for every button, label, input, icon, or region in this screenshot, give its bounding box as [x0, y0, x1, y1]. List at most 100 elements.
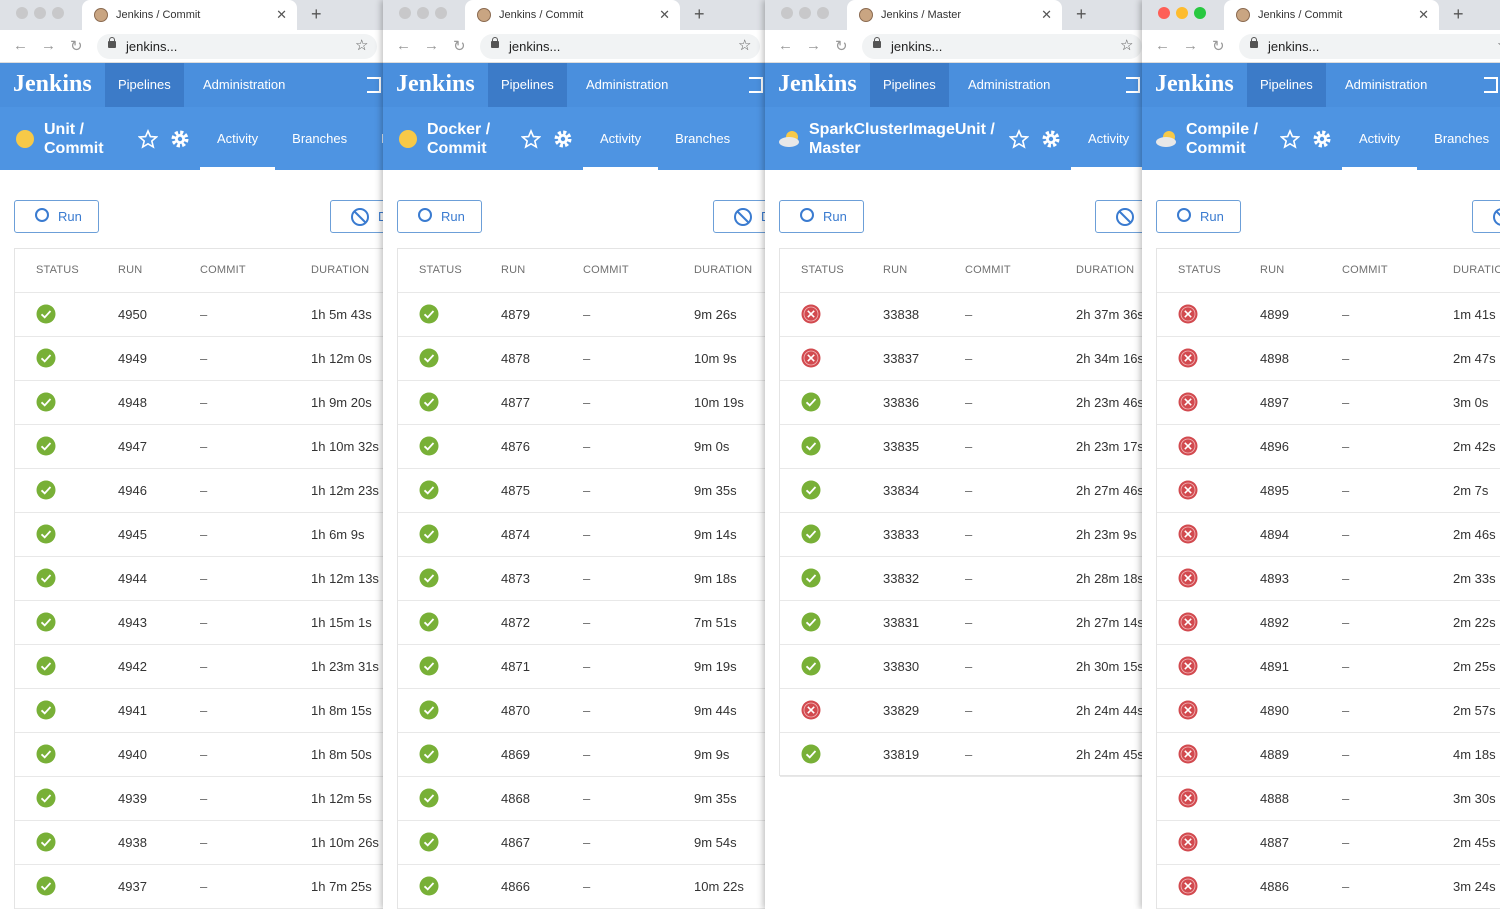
run-row[interactable]: 4941 – 1h 8m 15s — [15, 688, 383, 732]
run-row[interactable]: 4877 – 10m 19s — [398, 380, 765, 424]
run-row[interactable]: 4894 – 2m 46s — [1157, 512, 1500, 556]
nav-link[interactable]: Administration — [203, 77, 286, 92]
run-row[interactable]: 4879 – 9m 26s — [398, 292, 765, 336]
window-control[interactable] — [417, 7, 429, 19]
run-row[interactable]: 4875 – 9m 35s — [398, 468, 765, 512]
run-row[interactable]: 33837 – 2h 34m 16s — [780, 336, 1142, 380]
pipeline-name[interactable]: Compile / Commit — [1186, 120, 1259, 157]
run-row[interactable]: 4896 – 2m 42s — [1157, 424, 1500, 468]
run-button[interactable]: Run — [1156, 200, 1241, 233]
favorite-star[interactable] — [1280, 128, 1300, 149]
run-row[interactable]: 4937 – 1h 7m 25s — [15, 864, 383, 908]
run-row[interactable]: 4892 – 2m 22s — [1157, 600, 1500, 644]
favorite-star[interactable] — [1009, 128, 1029, 149]
browser-tab[interactable]: Jenkins / Commit ✕ — [82, 0, 297, 30]
run-row[interactable]: 4876 – 9m 0s — [398, 424, 765, 468]
run-row[interactable]: 4888 – 3m 30s — [1157, 776, 1500, 820]
back-button[interactable]: ← — [396, 37, 411, 54]
brand[interactable]: Jenkins — [1155, 71, 1234, 97]
run-row[interactable]: 4893 – 2m 33s — [1157, 556, 1500, 600]
settings-gear[interactable] — [170, 129, 190, 149]
run-row[interactable]: 4949 – 1h 12m 0s — [15, 336, 383, 380]
nav-link[interactable]: Administration — [1345, 77, 1428, 92]
run-row[interactable]: 4947 – 1h 10m 32s — [15, 424, 383, 468]
nav-link[interactable]: Pipelines — [870, 63, 949, 107]
window-control[interactable] — [1194, 7, 1206, 19]
disable-button[interactable] — [1095, 200, 1142, 233]
run-row[interactable]: 33829 – 2h 24m 44s — [780, 688, 1142, 732]
window-control[interactable] — [435, 7, 447, 19]
run-row[interactable]: 33834 – 2h 27m 46s — [780, 468, 1142, 512]
pipeline-tab[interactable]: Activity — [200, 107, 276, 170]
pipeline-tab[interactable]: Branches — [675, 131, 731, 146]
run-row[interactable]: 33836 – 2h 23m 46s — [780, 380, 1142, 424]
nav-link[interactable]: Administration — [968, 77, 1051, 92]
run-row[interactable]: 4890 – 2m 57s — [1157, 688, 1500, 732]
run-row[interactable]: 4943 – 1h 15m 1s — [15, 600, 383, 644]
back-button[interactable]: ← — [1155, 37, 1170, 54]
window-control[interactable] — [399, 7, 411, 19]
forward-button[interactable]: → — [806, 37, 821, 54]
run-row[interactable]: 33833 – 2h 23m 9s — [780, 512, 1142, 556]
settings-gear[interactable] — [1041, 129, 1061, 149]
window-control[interactable] — [34, 7, 46, 19]
close-tab[interactable]: ✕ — [659, 7, 670, 22]
logout-icon[interactable] — [367, 77, 381, 93]
run-row[interactable]: 4866 – 10m 22s — [398, 864, 765, 908]
close-tab[interactable]: ✕ — [1418, 7, 1429, 22]
run-row[interactable]: 4889 – 4m 18s — [1157, 732, 1500, 776]
bookmark-star[interactable]: ☆ — [738, 37, 752, 54]
disable-button[interactable]: Disable — [330, 200, 383, 233]
url-field[interactable]: jenkins... ☆ — [480, 34, 760, 59]
nav-link[interactable]: Pipelines — [105, 63, 184, 107]
pipeline-tab[interactable]: Branches — [1434, 131, 1490, 146]
run-button[interactable]: Run — [14, 200, 99, 233]
run-row[interactable]: 4950 – 1h 5m 43s — [15, 292, 383, 336]
new-tab[interactable]: + — [1076, 4, 1087, 24]
run-row[interactable]: 33838 – 2h 37m 36s — [780, 292, 1142, 336]
pipeline-tab[interactable]: Branches — [292, 131, 348, 146]
run-row[interactable]: 33830 – 2h 30m 15s — [780, 644, 1142, 688]
nav-link[interactable]: Administration — [586, 77, 669, 92]
forward-button[interactable]: → — [41, 37, 56, 54]
close-tab[interactable]: ✕ — [276, 7, 287, 22]
window-control[interactable] — [16, 7, 28, 19]
window-control[interactable] — [1176, 7, 1188, 19]
nav-link[interactable]: Pipelines — [488, 63, 567, 107]
brand[interactable]: Jenkins — [396, 71, 475, 97]
favorite-star[interactable] — [521, 128, 541, 149]
favorite-star[interactable] — [138, 128, 158, 149]
brand[interactable]: Jenkins — [778, 71, 857, 97]
run-row[interactable]: 33831 – 2h 27m 14s — [780, 600, 1142, 644]
new-tab[interactable]: + — [1453, 4, 1464, 24]
run-row[interactable]: 4873 – 9m 18s — [398, 556, 765, 600]
pipeline-tab[interactable]: Pull Requests — [747, 107, 765, 170]
browser-tab[interactable]: Jenkins / Master ✕ — [847, 0, 1062, 30]
pipeline-name[interactable]: Docker / Commit — [427, 120, 491, 157]
disable-button[interactable] — [1472, 200, 1500, 233]
run-row[interactable]: 4887 – 2m 45s — [1157, 820, 1500, 864]
new-tab[interactable]: + — [694, 4, 705, 24]
run-row[interactable]: 4940 – 1h 8m 50s — [15, 732, 383, 776]
run-row[interactable]: 4948 – 1h 9m 20s — [15, 380, 383, 424]
run-row[interactable]: 33832 – 2h 28m 18s — [780, 556, 1142, 600]
window-control[interactable] — [817, 7, 829, 19]
run-row[interactable]: 4891 – 2m 25s — [1157, 644, 1500, 688]
browser-tab[interactable]: Jenkins / Commit ✕ — [465, 0, 680, 30]
pipeline-tab[interactable]: Activity — [1071, 107, 1142, 170]
logout-icon[interactable] — [1126, 77, 1140, 93]
url-field[interactable]: jenkins... ☆ — [97, 34, 377, 59]
run-row[interactable]: 4869 – 9m 9s — [398, 732, 765, 776]
url-field[interactable]: jenkins... ☆ — [862, 34, 1142, 59]
run-row[interactable]: 4944 – 1h 12m 13s — [15, 556, 383, 600]
run-row[interactable]: 4886 – 3m 24s — [1157, 864, 1500, 908]
logout-icon[interactable] — [1484, 77, 1498, 93]
pipeline-name[interactable]: SparkClusterImageUnit / Master — [809, 120, 995, 157]
run-row[interactable]: 33835 – 2h 23m 17s — [780, 424, 1142, 468]
run-row[interactable]: 4871 – 9m 19s — [398, 644, 765, 688]
nav-link[interactable]: Pipelines — [1247, 63, 1326, 107]
run-row[interactable]: 4946 – 1h 12m 23s — [15, 468, 383, 512]
run-row[interactable]: 33819 – 2h 24m 45s — [780, 732, 1142, 776]
logout-icon[interactable] — [749, 77, 763, 93]
run-row[interactable]: 4872 – 7m 51s — [398, 600, 765, 644]
